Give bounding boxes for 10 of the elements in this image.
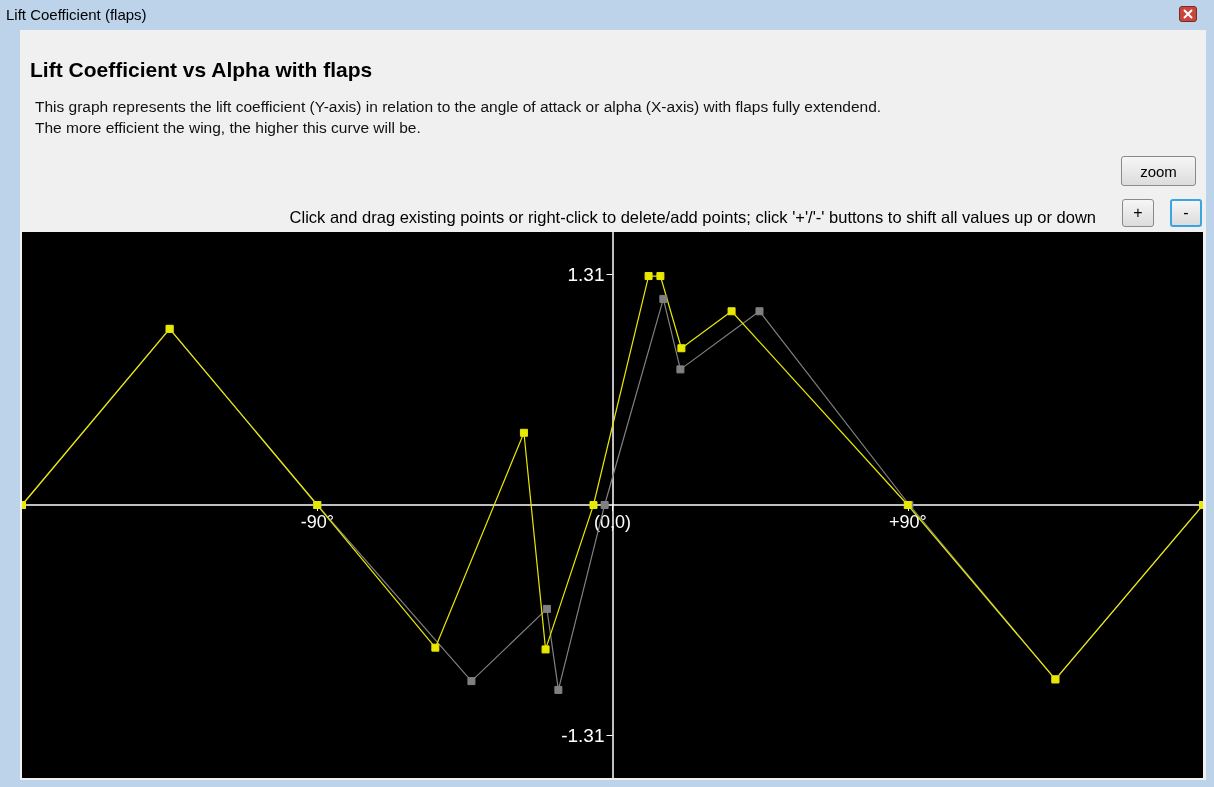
text: -: [1170, 199, 1202, 227]
chart-subtitle: This graph represents the lift coefficient (Y-axis) in relation to the angle of attack or alpha (X-axis) with flaps fully extendend. The more efficient the wing, the higher this curve will be.: [35, 97, 882, 138]
text: Lift Coefficient (flaps): [6, 4, 148, 25]
x-tick-label: -90°: [300, 512, 334, 532]
y-tick-label: 1.31: [567, 263, 605, 285]
text: +: [1122, 199, 1154, 227]
y-tick-label: -1.31: [561, 725, 605, 747]
text: zoom: [1121, 156, 1196, 186]
chart-title: Lift Coefficient vs Alpha with flaps: [30, 58, 373, 82]
text: Click and drag existing points or right-click to delete/add points; click '+'/'-' buttons to shift all values up or down: [289, 208, 1096, 227]
